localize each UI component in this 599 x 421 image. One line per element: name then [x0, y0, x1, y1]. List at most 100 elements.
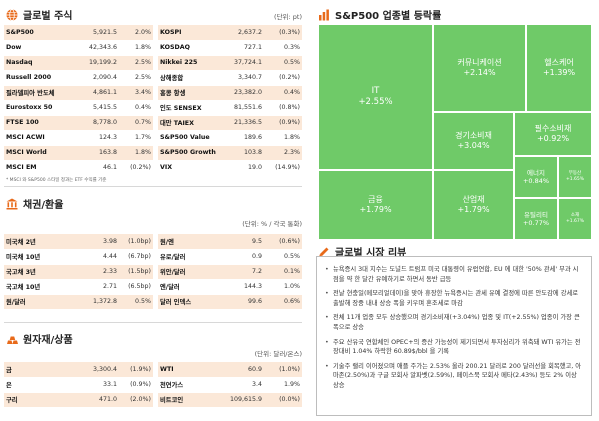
row-left-value: 2.71 [70, 279, 119, 295]
bonds-fx-table: 미국채 2년 3.98 (1.0bp) 원/엔 9.5 (0.6%) 미국채 10년 4.44… [4, 234, 302, 310]
sector-cell-realestate: 부동산 +1.65% [558, 156, 592, 198]
row-left-name: 미국채 2년 [4, 234, 70, 250]
row-gap [153, 145, 158, 161]
row-left-name: 구리 [4, 392, 70, 408]
row-left-name: MSCI EM [4, 160, 70, 176]
sector-treemap: IT +2.55% 커뮤니케이션 +2.14% 헬스케어 +1.39% 경기소비재 +3… [318, 24, 592, 240]
row-right-name: 달러 인덱스 [158, 294, 222, 310]
table-row: MSCI ACWI 124.3 1.7% S&P500 Value 189.6 1.8% [4, 130, 302, 146]
bonds-fx-title: 채권/환율 [6, 196, 63, 211]
row-right-change: (0.9%) [264, 115, 302, 131]
sector-cell-utilities: 유틸리티 +0.77% [514, 198, 558, 240]
table-row: MSCI EM 46.1 (0.2%) VIX 19.0 (14.9%) [4, 160, 302, 176]
row-right-name: VIX [158, 160, 222, 176]
row-right-value: 3,340.7 [222, 70, 264, 86]
table-row: Dow 42,343.6 1.8% KOSDAQ 727.1 0.3% [4, 40, 302, 56]
row-left-value: 2,090.4 [70, 70, 119, 86]
row-left-change: 1.8% [119, 145, 153, 161]
row-right-name: 위안/달러 [158, 264, 222, 280]
table-row: Eurostoxx 50 5,415.5 0.4% 인도 SENSEX 81,551.6… [4, 100, 302, 116]
row-right-value: 9.5 [222, 234, 264, 250]
table-row: 원/달러 1,372.8 0.5% 달러 인덱스 99.6 0.6% [4, 294, 302, 310]
row-right-value: 727.1 [222, 40, 264, 56]
row-gap [153, 115, 158, 131]
row-left-change: 1.7% [119, 130, 153, 146]
row-gap [153, 40, 158, 56]
row-right-value: 37,724.1 [222, 55, 264, 71]
row-right-name: S&P500 Growth [158, 145, 222, 161]
global-stocks-note: * MSCI 와 S&P500 스타일 정과는 ETF 수익률 기준 [6, 178, 107, 183]
table-row: 미국채 2년 3.98 (1.0bp) 원/엔 9.5 (0.6%) [4, 234, 302, 250]
row-gap [153, 377, 158, 393]
row-left-change: 1.8% [119, 40, 153, 56]
bonds-fx-unit: (단위: % / 각국 통화) [242, 220, 302, 228]
row-left-value: 163.8 [70, 145, 119, 161]
global-stocks-title: 글로벌 주식 [6, 7, 72, 22]
row-left-value: 19,199.2 [70, 55, 119, 71]
row-right-change: (0.0%) [264, 392, 302, 408]
globe-icon [6, 8, 18, 21]
row-right-value: 0.9 [222, 249, 264, 265]
row-left-value: 124.3 [70, 130, 119, 146]
row-left-value: 3,300.4 [70, 362, 119, 378]
divider [4, 186, 302, 187]
table-row: FTSE 100 8,778.0 0.7% 대만 TAIEX 21,336.5 (0.9%… [4, 115, 302, 131]
row-gap [153, 70, 158, 86]
divider [4, 322, 302, 323]
sector-cell-industrials: 산업재 +1.79% [433, 170, 514, 240]
row-right-change: (0.6%) [264, 234, 302, 250]
row-right-change: (1.0%) [264, 362, 302, 378]
row-right-name: Nikkei 225 [158, 55, 222, 71]
row-left-change: 0.7% [119, 115, 153, 131]
row-left-value: 4,861.1 [70, 85, 119, 101]
row-left-name: 미국채 10년 [4, 249, 70, 265]
table-row: 미국채 10년 4.44 (6.7bp) 유로/달러 0.9 0.5% [4, 249, 302, 265]
row-left-name: 금 [4, 362, 70, 378]
row-right-name: 천연가스 [158, 377, 222, 393]
row-right-value: 19.0 [222, 160, 264, 176]
row-right-name: 대만 TAIEX [158, 115, 222, 131]
row-left-value: 3.98 [70, 234, 119, 250]
row-gap [153, 100, 158, 116]
row-gap [153, 85, 158, 101]
row-left-name: 국고채 10년 [4, 279, 70, 295]
gold-bars-icon [6, 333, 18, 345]
row-right-name: 상해종합 [158, 70, 222, 86]
row-right-value: 99.6 [222, 294, 264, 310]
commodities-unit: (단위: 달러/온스) [254, 350, 302, 358]
row-right-name: 유로/달러 [158, 249, 222, 265]
row-left-name: Nasdaq [4, 55, 70, 71]
row-right-change: 0.5% [264, 249, 302, 265]
row-right-value: 109,615.9 [222, 392, 264, 408]
row-right-value: 3.4 [222, 377, 264, 393]
row-gap [153, 392, 158, 408]
row-left-change: (1.9%) [119, 362, 153, 378]
row-left-value: 33.1 [70, 377, 119, 393]
row-left-name: 원/달러 [4, 294, 70, 310]
table-row: Nasdaq 19,199.2 2.5% Nikkei 225 37,724.1 0.5% [4, 55, 302, 71]
row-left-name: 국고채 3년 [4, 264, 70, 280]
table-row: 구리 471.0 (2.0%) 비트코인 109,615.9 (0.0%) [4, 392, 302, 408]
commodities-table: 금 3,300.4 (1.9%) WTI 60.9 (1.0%) 은 33.1 (0.9%) 천연… [4, 362, 302, 408]
row-left-change: (6.5bp) [119, 279, 153, 295]
row-left-change: (0.9%) [119, 377, 153, 393]
row-right-change: 0.3% [264, 40, 302, 56]
review-list: 뉴욕증시 3대 지수는 도널드 트럼프 미국 대통령이 유럽연합, EU 에 대… [317, 257, 591, 391]
row-left-name: MSCI World [4, 145, 70, 161]
row-left-name: S&P500 [4, 25, 70, 41]
row-right-name: 원/엔 [158, 234, 222, 250]
table-row: S&P500 5,921.5 2.0% KOSPI 2,637.2 (0.3%) [4, 25, 302, 41]
row-right-name: 홍콩 항셍 [158, 85, 222, 101]
row-left-change: 3.4% [119, 85, 153, 101]
row-right-name: S&P500 Value [158, 130, 222, 146]
sector-cell-discretionary: 경기소비재 +3.04% [433, 112, 514, 170]
review-item: 뉴욕증시 3대 지수는 도널드 트럼프 미국 대통령이 유럽연합, EU 에 대… [325, 265, 583, 284]
review-item: 전날 현충일(메모리얼데이)을 맞아 휴장한 뉴욕증시는 관세 유예 결정에 따… [325, 289, 583, 308]
row-right-name: KOSPI [158, 25, 222, 41]
commodities-title: 원자재/상품 [6, 331, 73, 346]
row-left-change: 2.0% [119, 25, 153, 41]
row-left-value: 5,415.5 [70, 100, 119, 116]
row-left-change: (2.0%) [119, 392, 153, 408]
row-gap [153, 249, 158, 265]
row-right-change: 0.6% [264, 294, 302, 310]
